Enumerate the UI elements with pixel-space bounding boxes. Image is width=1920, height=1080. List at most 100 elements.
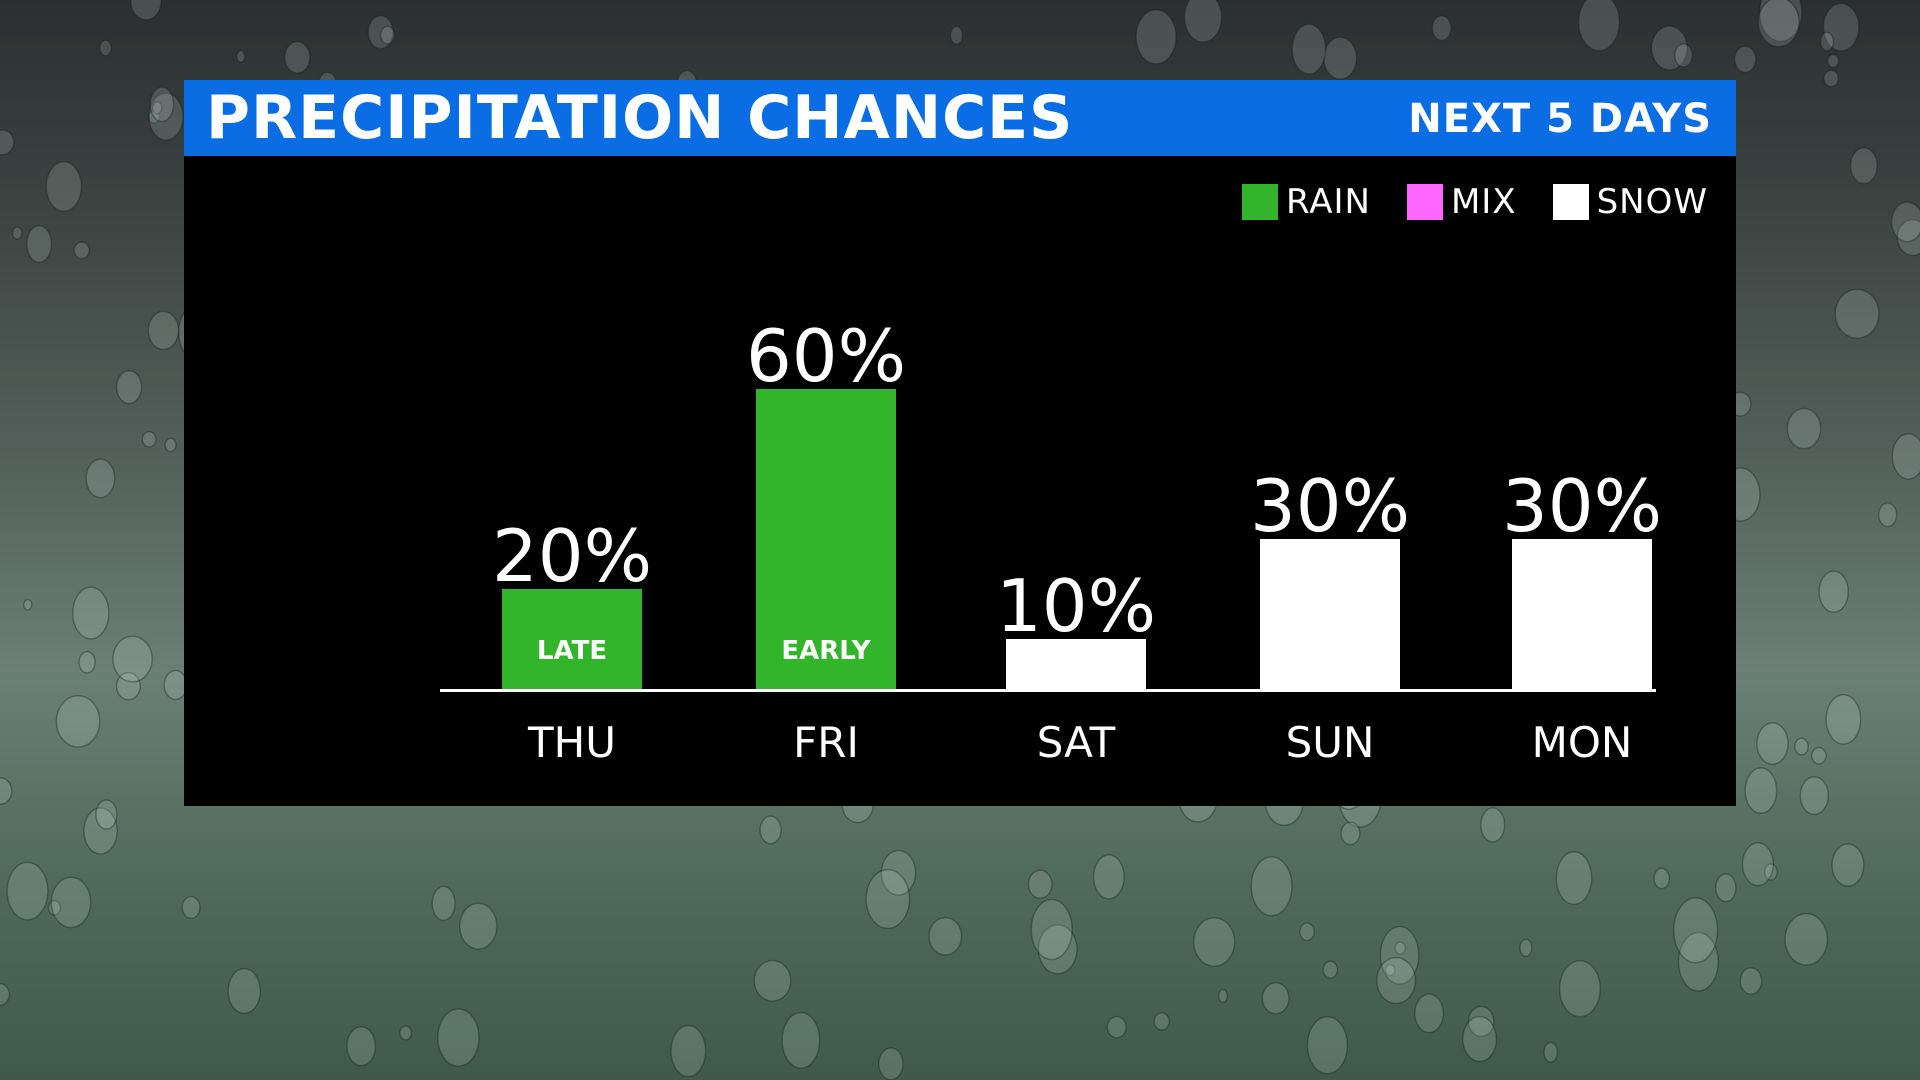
raindrop bbox=[147, 310, 180, 351]
chart-panel: PRECIPITATION CHANCES NEXT 5 DAYS RAIN M… bbox=[184, 80, 1736, 806]
raindrop bbox=[1375, 956, 1417, 1005]
raindrop bbox=[880, 849, 917, 896]
chart-header: PRECIPITATION CHANCES NEXT 5 DAYS bbox=[184, 80, 1736, 156]
raindrop bbox=[0, 129, 15, 156]
category-label-sun: SUN bbox=[1286, 718, 1375, 767]
raindrop bbox=[99, 39, 113, 57]
raindrop bbox=[1653, 867, 1671, 890]
raindrop bbox=[1092, 854, 1125, 900]
legend: RAIN MIX SNOW bbox=[1206, 182, 1708, 222]
raindrop bbox=[670, 1024, 707, 1078]
raindrop bbox=[1299, 922, 1316, 942]
raindrop bbox=[1758, 0, 1803, 42]
bar-sun bbox=[1260, 539, 1400, 689]
raindrop bbox=[1543, 1041, 1559, 1063]
raindrop bbox=[1106, 1015, 1127, 1039]
raindrop bbox=[1555, 851, 1593, 906]
raindrop bbox=[1183, 0, 1223, 43]
raindrop bbox=[781, 1011, 821, 1069]
raindrop bbox=[1677, 931, 1720, 992]
raindrop bbox=[1831, 843, 1865, 887]
raindrop bbox=[1786, 407, 1822, 450]
raindrop bbox=[1757, 0, 1800, 48]
raindrop bbox=[6, 861, 49, 921]
raindrop bbox=[1672, 897, 1719, 964]
raindrop bbox=[1891, 432, 1920, 480]
value-label-sat: 10% bbox=[996, 564, 1156, 648]
legend-item-mix: MIX bbox=[1406, 182, 1517, 222]
raindrop bbox=[759, 815, 782, 845]
raindrop bbox=[1784, 912, 1829, 966]
value-label-sun: 30% bbox=[1250, 464, 1410, 548]
raindrop bbox=[73, 241, 90, 260]
raindrop bbox=[115, 671, 141, 701]
raindrop bbox=[1323, 36, 1358, 80]
raindrop bbox=[1818, 570, 1850, 614]
raindrop bbox=[130, 0, 162, 21]
raindrop bbox=[1877, 502, 1898, 528]
raindrop bbox=[1827, 53, 1840, 69]
raindrop bbox=[0, 982, 11, 1007]
bar-mon bbox=[1512, 539, 1652, 689]
raindrop bbox=[1744, 767, 1778, 815]
raindrop bbox=[1823, 69, 1840, 88]
raindrop bbox=[1810, 746, 1827, 765]
raindrop bbox=[367, 14, 394, 50]
raindrop bbox=[147, 110, 161, 124]
raindrop bbox=[148, 92, 184, 141]
raindrop bbox=[181, 895, 201, 920]
raindrop bbox=[1896, 219, 1920, 257]
raindrop bbox=[1261, 982, 1290, 1015]
raindrop bbox=[1431, 15, 1452, 42]
raindrop bbox=[1890, 201, 1920, 243]
raindrop bbox=[283, 40, 311, 74]
raindrop bbox=[1756, 722, 1789, 766]
raindrop bbox=[1834, 288, 1880, 339]
legend-swatch-mix bbox=[1406, 184, 1443, 220]
category-label-fri: FRI bbox=[793, 718, 859, 767]
bar-fri bbox=[756, 389, 896, 689]
raindrop bbox=[50, 876, 92, 929]
raindrop bbox=[1306, 1015, 1349, 1075]
raindrop bbox=[1250, 856, 1293, 917]
raindrop bbox=[0, 777, 13, 806]
raindrop bbox=[1822, 2, 1860, 52]
raindrop bbox=[1030, 898, 1073, 961]
bar-chart: 20% LATE THU 60% EARLY FRI 10% SAT 30% SUN 30% MON bbox=[440, 314, 1662, 767]
raindrop bbox=[1135, 8, 1177, 65]
raindrop bbox=[227, 967, 262, 1015]
raindrop bbox=[23, 598, 33, 611]
raindrop bbox=[1764, 863, 1778, 881]
raindrop bbox=[1322, 960, 1339, 979]
raindrop bbox=[1217, 988, 1229, 1004]
raindrop bbox=[380, 25, 396, 45]
raindrop bbox=[1819, 31, 1835, 52]
raindrop bbox=[45, 161, 83, 212]
category-label-thu: THU bbox=[527, 718, 616, 767]
legend-label-snow: SNOW bbox=[1596, 182, 1708, 222]
raindrop bbox=[78, 650, 96, 674]
raindrop bbox=[346, 1026, 377, 1067]
raindrop bbox=[115, 369, 143, 405]
raindrop bbox=[437, 1008, 480, 1067]
chart-subtitle: NEXT 5 DAYS bbox=[1408, 96, 1712, 142]
bar-note-fri: EARLY bbox=[781, 636, 871, 666]
raindrop bbox=[1340, 821, 1361, 846]
raindrop bbox=[878, 1047, 904, 1080]
raindrop bbox=[928, 916, 963, 956]
raindrop bbox=[1650, 25, 1688, 71]
raindrop bbox=[47, 899, 62, 916]
raindrop bbox=[1192, 917, 1236, 967]
raindrop bbox=[236, 49, 246, 63]
value-label-fri: 60% bbox=[746, 314, 906, 398]
raindrop bbox=[141, 430, 157, 448]
legend-item-snow: SNOW bbox=[1552, 182, 1708, 222]
bar-note-thu: LATE bbox=[537, 636, 607, 666]
legend-swatch-snow bbox=[1552, 184, 1589, 220]
raindrop bbox=[1799, 776, 1830, 816]
raindrop bbox=[85, 458, 116, 499]
raindrop bbox=[1519, 938, 1533, 958]
raindrop bbox=[458, 902, 498, 950]
chart-title: PRECIPITATION CHANCES bbox=[206, 83, 1074, 153]
raindrop bbox=[1673, 43, 1694, 68]
